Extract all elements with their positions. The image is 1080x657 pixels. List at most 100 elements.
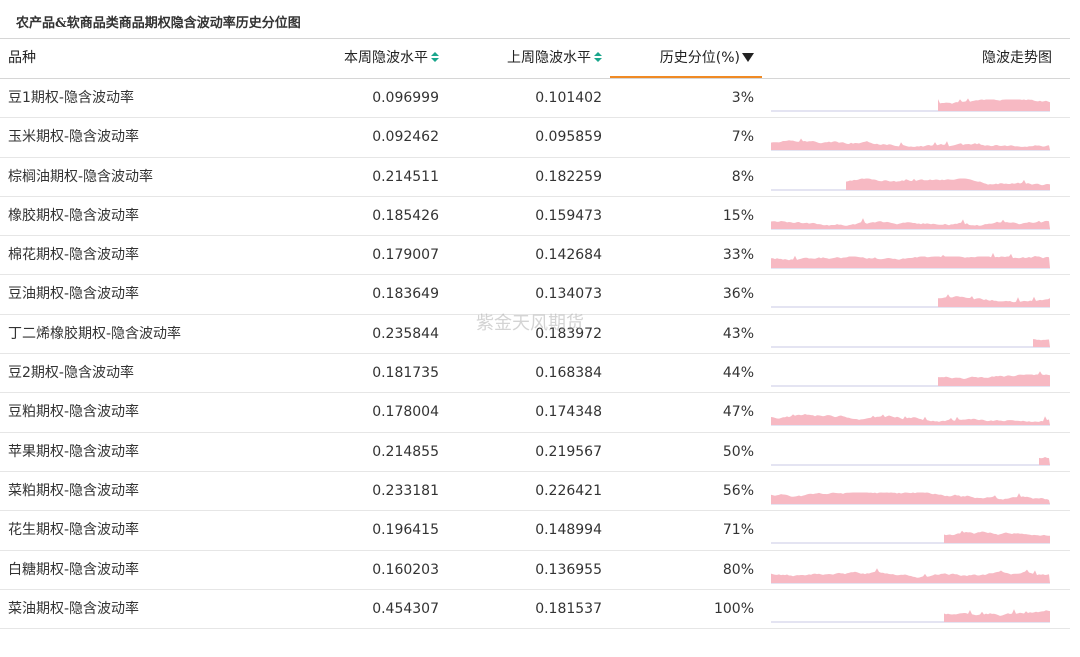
sparkline-area xyxy=(1033,338,1050,347)
volatility-sparkline xyxy=(771,98,1050,112)
table-row[interactable]: 豆1期权-隐含波动率 0.096999 0.101402 3% xyxy=(0,79,1070,119)
row-name: 豆油期权-隐含波动率 xyxy=(8,286,140,303)
sparkline-area xyxy=(771,138,1050,151)
row-name: 菜油期权-隐含波动率 xyxy=(8,600,140,617)
row-current-value: 0.183649 xyxy=(372,286,439,303)
row-current-value: 0.233181 xyxy=(372,482,439,499)
row-current-value: 0.096999 xyxy=(372,90,439,106)
volatility-sparkline xyxy=(771,338,1050,348)
row-name: 花生期权-隐含波动率 xyxy=(8,522,140,539)
row-current-value: 0.235844 xyxy=(372,325,439,342)
row-percentile: 3% xyxy=(731,90,754,106)
sort-arrows-icon xyxy=(431,52,439,62)
volatility-sparkline xyxy=(771,138,1050,151)
row-previous-value: 0.181537 xyxy=(535,600,602,617)
table-row[interactable]: 玉米期权-隐含波动率 0.092462 0.095859 7% xyxy=(0,118,1070,158)
table-row[interactable]: 丁二烯橡胶期权-隐含波动率 0.235844 0.183972 43% xyxy=(0,315,1070,355)
sparkline-area xyxy=(771,414,1050,426)
table-row[interactable]: 豆2期权-隐含波动率 0.181735 0.168384 44% xyxy=(0,354,1070,394)
row-name: 玉米期权-隐含波动率 xyxy=(8,129,140,146)
row-previous-value: 0.148994 xyxy=(535,522,602,539)
page-title: 农产品&软商品类商品期权隐含波动率历史分位图 xyxy=(16,16,301,31)
volatility-sparkline xyxy=(771,456,1050,466)
header-chart: 隐波走势图 xyxy=(982,50,1052,66)
row-current-value: 0.185426 xyxy=(372,207,439,224)
row-current-value: 0.178004 xyxy=(372,404,439,421)
sparkline-area xyxy=(938,371,1050,387)
row-percentile: 56% xyxy=(722,482,754,499)
row-name: 丁二烯橡胶期权-隐含波动率 xyxy=(8,325,182,342)
row-current-value: 0.160203 xyxy=(372,561,439,578)
sparkline-area xyxy=(771,253,1050,269)
row-percentile: 33% xyxy=(722,247,754,264)
table-body: 豆1期权-隐含波动率 0.096999 0.101402 3% 玉米期权-隐含波动率 0.… xyxy=(0,79,1070,630)
header-previous-sort-button[interactable]: 上周隐波水平 xyxy=(507,39,602,78)
table-row[interactable]: 棉花期权-隐含波动率 0.179007 0.142684 33% xyxy=(0,236,1070,276)
row-percentile: 7% xyxy=(731,129,754,146)
row-previous-value: 0.136955 xyxy=(535,561,602,578)
table-row[interactable]: 棕榈油期权-隐含波动率 0.214511 0.182259 8% xyxy=(0,158,1070,197)
table-row[interactable]: 菜粕期权-隐含波动率 0.233181 0.226421 56% xyxy=(0,472,1070,512)
row-previous-value: 0.134073 xyxy=(535,286,602,303)
volatility-sparkline xyxy=(771,294,1050,308)
sparkline-area xyxy=(944,530,1050,544)
sparkline-area xyxy=(938,294,1050,308)
row-name: 白糖期权-隐含波动率 xyxy=(8,561,140,578)
row-name: 橡胶期权-隐含波动率 xyxy=(8,207,140,224)
row-name: 菜粕期权-隐含波动率 xyxy=(8,482,140,499)
row-current-value: 0.214855 xyxy=(372,443,439,460)
row-percentile: 100% xyxy=(713,600,754,617)
row-percentile: 71% xyxy=(722,522,754,539)
row-current-value: 0.092462 xyxy=(372,129,439,146)
volatility-sparkline xyxy=(771,217,1050,230)
row-percentile: 8% xyxy=(731,168,754,185)
row-percentile: 80% xyxy=(722,561,754,578)
volatility-sparkline xyxy=(771,567,1050,584)
header-name: 品种 xyxy=(8,50,36,66)
row-previous-value: 0.182259 xyxy=(535,168,602,185)
table-row[interactable]: 花生期权-隐含波动率 0.196415 0.148994 71% xyxy=(0,511,1070,551)
table-row[interactable]: 橡胶期权-隐含波动率 0.185426 0.159473 15% xyxy=(0,197,1070,237)
sparkline-area xyxy=(771,492,1050,504)
table-row[interactable]: 豆油期权-隐含波动率 0.183649 0.134073 36% xyxy=(0,275,1070,315)
row-previous-value: 0.095859 xyxy=(535,129,602,146)
sparkline-area xyxy=(944,608,1050,622)
row-percentile: 36% xyxy=(722,286,754,303)
row-previous-value: 0.159473 xyxy=(535,207,602,224)
volatility-sparkline xyxy=(771,371,1050,387)
table-row[interactable]: 豆粕期权-隐含波动率 0.178004 0.174348 47% xyxy=(0,393,1070,433)
table-row[interactable]: 白糖期权-隐含波动率 0.160203 0.136955 80% xyxy=(0,551,1070,590)
header-current-sort-button[interactable]: 本周隐波水平 xyxy=(344,39,439,78)
volatility-sparkline xyxy=(771,530,1050,544)
sparkline-area xyxy=(771,217,1050,229)
row-name: 豆2期权-隐含波动率 xyxy=(8,365,134,382)
volatility-sparkline xyxy=(771,414,1050,426)
row-previous-value: 0.168384 xyxy=(535,365,602,382)
row-previous-value: 0.142684 xyxy=(535,247,602,264)
sparkline-area xyxy=(846,178,1050,190)
row-percentile: 43% xyxy=(722,325,754,342)
sort-descending-icon xyxy=(742,52,754,62)
sparkline-area xyxy=(938,98,1050,111)
row-percentile: 50% xyxy=(722,443,754,460)
volatility-sparkline xyxy=(771,253,1050,269)
volatility-sparkline xyxy=(771,178,1050,191)
volatility-sparkline xyxy=(771,492,1050,505)
row-name: 苹果期权-隐含波动率 xyxy=(8,443,140,460)
row-previous-value: 0.101402 xyxy=(535,90,602,106)
row-name: 豆粕期权-隐含波动率 xyxy=(8,404,140,421)
row-current-value: 0.181735 xyxy=(372,365,439,382)
sort-arrows-icon xyxy=(594,52,602,62)
row-current-value: 0.196415 xyxy=(372,522,439,539)
sparkline-area xyxy=(1039,456,1050,465)
table-row[interactable]: 苹果期权-隐含波动率 0.214855 0.219567 50% xyxy=(0,433,1070,472)
table-row[interactable]: 菜油期权-隐含波动率 0.454307 0.181537 100% xyxy=(0,590,1070,630)
row-percentile: 15% xyxy=(722,207,754,224)
row-name: 棉花期权-隐含波动率 xyxy=(8,247,140,264)
row-current-value: 0.454307 xyxy=(372,600,439,617)
sparkline-area xyxy=(771,567,1050,583)
table-header: 品种 本周隐波水平 上周隐波水平 历史分位(%) 隐波走势图 xyxy=(0,38,1070,79)
header-percentile-sort-button[interactable]: 历史分位(%) xyxy=(660,39,754,78)
row-percentile: 47% xyxy=(722,404,754,421)
active-sort-underline xyxy=(610,39,762,78)
